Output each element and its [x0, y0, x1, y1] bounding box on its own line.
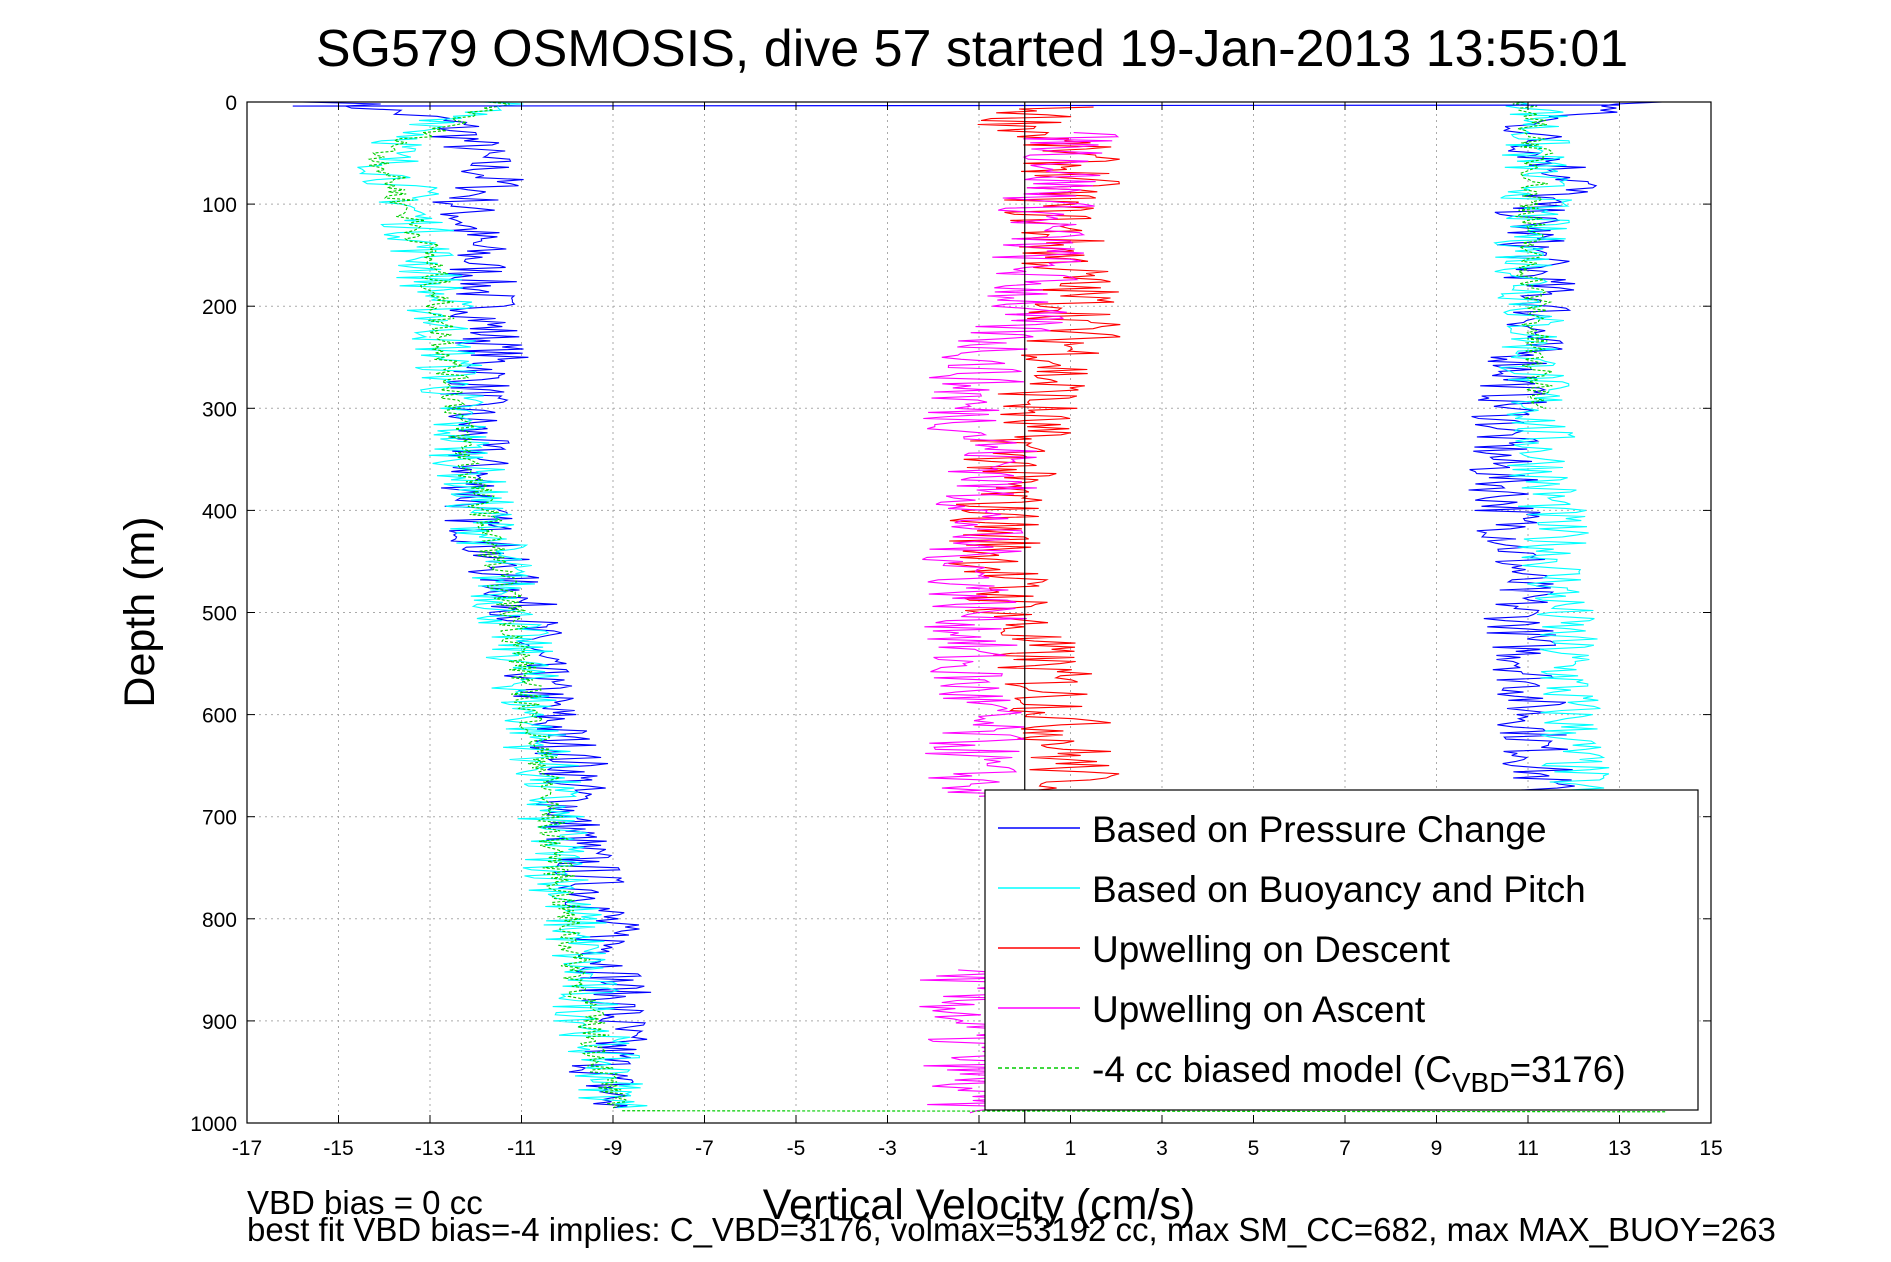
y-tick-label: 500: [202, 603, 237, 626]
series-line-4-0: [367, 101, 627, 1109]
x-tick-label: 13: [1608, 1137, 1631, 1160]
y-tick-label: 100: [202, 194, 237, 217]
x-tick-label: -7: [695, 1137, 714, 1160]
x-tick-label: -5: [787, 1137, 806, 1160]
legend-label: Upwelling on Descent: [1092, 929, 1451, 970]
x-tick-label: 3: [1156, 1137, 1168, 1160]
legend-label: -4 cc biased model (CVBD=3176): [1092, 1049, 1626, 1098]
x-tick-label: -1: [970, 1137, 989, 1160]
x-tick-label: -13: [415, 1137, 445, 1160]
series-line-0-1: [1468, 101, 1663, 818]
y-tick-label: 800: [202, 909, 237, 932]
y-tick-label: 900: [202, 1011, 237, 1034]
surface-transition-line: [292, 104, 1620, 107]
x-tick-label: -17: [232, 1137, 262, 1160]
legend-label-main: -4 cc biased model (C: [1092, 1049, 1452, 1090]
legend-label-sub: VBD: [1452, 1067, 1510, 1098]
x-tick-label: 11: [1517, 1137, 1539, 1160]
y-tick-label: 1000: [190, 1113, 237, 1136]
legend-label: Based on Pressure Change: [1092, 809, 1547, 850]
series-line-1-0: [357, 101, 648, 1109]
series-line-4-1: [1512, 101, 1554, 409]
footer-line-1: VBD bias = 0 cc: [247, 1184, 483, 1221]
series-layer: [292, 101, 1666, 1114]
x-tick-label: 15: [1699, 1137, 1722, 1160]
x-tick-label: -11: [507, 1137, 536, 1160]
legend-label-suffix: =3176): [1509, 1049, 1625, 1090]
legend-box: [984, 789, 1699, 1111]
x-axis-label: Vertical Velocity (cm/s): [763, 1181, 1196, 1229]
legend-label: Based on Buoyancy and Pitch: [1092, 869, 1586, 910]
x-axis-ticks: -17 -15 -13 -11 -9 -7 -5 -3 -1 1 3 5 7 9 11 13 15: [232, 102, 1723, 1160]
x-tick-label: 7: [1339, 1137, 1351, 1160]
legend-label: Upwelling on Ascent: [1092, 989, 1426, 1030]
y-tick-label: 400: [202, 500, 237, 523]
series-line-3-0: [922, 132, 1120, 797]
y-tick-label: 300: [202, 398, 237, 421]
y-tick-label: 700: [202, 807, 237, 830]
bottom-transition-line: [622, 1110, 1666, 1113]
x-tick-label: -3: [878, 1137, 897, 1160]
x-tick-label: -15: [323, 1137, 353, 1160]
x-tick-label: -9: [604, 1137, 623, 1160]
x-tick-label: 5: [1248, 1137, 1260, 1160]
series-line-0-0: [301, 101, 652, 1109]
y-tick-label: 600: [202, 705, 237, 728]
series-line-1-1: [1493, 101, 1613, 818]
x-tick-label: 9: [1431, 1137, 1443, 1160]
chart-title: SG579 OSMOSIS, dive 57 started 19-Jan-20…: [316, 20, 1628, 78]
y-axis-label: Depth (m): [116, 516, 164, 707]
legend: Based on Pressure Change Based on Buoyanc…: [984, 789, 1699, 1111]
x-tick-label: 1: [1065, 1137, 1077, 1160]
series-line-2-0: [948, 106, 1121, 797]
y-axis-ticks: 0 100 200 300 400 500 600 700 800 900 1000: [190, 92, 1711, 1136]
y-tick-label: 0: [225, 92, 237, 115]
y-tick-label: 200: [202, 296, 237, 319]
footer-line-2: best fit VBD bias=-4 implies: C_VBD=3176…: [247, 1211, 1776, 1248]
